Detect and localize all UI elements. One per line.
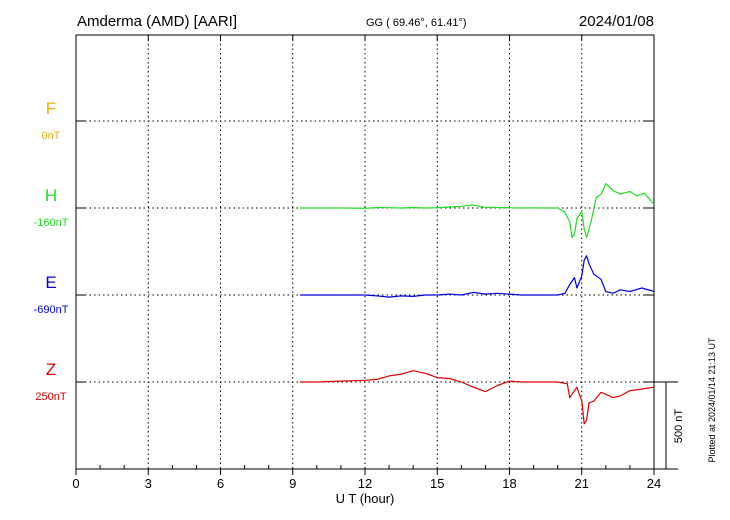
component-baseline-z: 250nT [35, 391, 66, 403]
station-title: Amderma (AMD) [AARI] [77, 13, 237, 30]
series-line-h [300, 183, 655, 239]
series-line-e [300, 255, 655, 298]
series-line-z [300, 370, 655, 425]
component-label-h: H [45, 186, 57, 205]
component-labels: F 0nT H -160nT E -690nT Z 250nT [34, 99, 69, 403]
scale-bar: 500 nT [654, 381, 685, 470]
grid [76, 35, 654, 469]
component-label-f: F [46, 99, 56, 118]
component-label-e: E [45, 273, 56, 292]
x-tick-label: 0 [72, 476, 79, 491]
x-tick-label: 18 [502, 476, 516, 491]
x-tick-label: 9 [289, 476, 296, 491]
component-baseline-h: -160nT [34, 217, 69, 229]
x-tick-label: 24 [647, 476, 661, 491]
x-tick-label: 21 [575, 476, 589, 491]
x-axis-label: U T (hour) [336, 491, 395, 506]
plotted-timestamp: Plotted at 2024/01/14 21:13 UT [707, 337, 717, 463]
component-label-z: Z [46, 360, 56, 379]
x-tick-label: 15 [430, 476, 444, 491]
series-group [300, 183, 655, 425]
x-tick-label: 12 [358, 476, 372, 491]
scale-bar-label: 500 nT [673, 409, 685, 444]
chart-date: 2024/01/08 [579, 13, 654, 30]
station-coords: GG ( 69.46°, 61.41°) [366, 17, 467, 29]
x-ticks: 0 3 6 9 12 15 18 21 24 [72, 35, 661, 491]
component-baseline-e: -690nT [34, 304, 69, 316]
x-tick-label: 3 [145, 476, 152, 491]
component-baseline-f: 0nT [42, 130, 61, 142]
x-tick-label: 6 [217, 476, 224, 491]
